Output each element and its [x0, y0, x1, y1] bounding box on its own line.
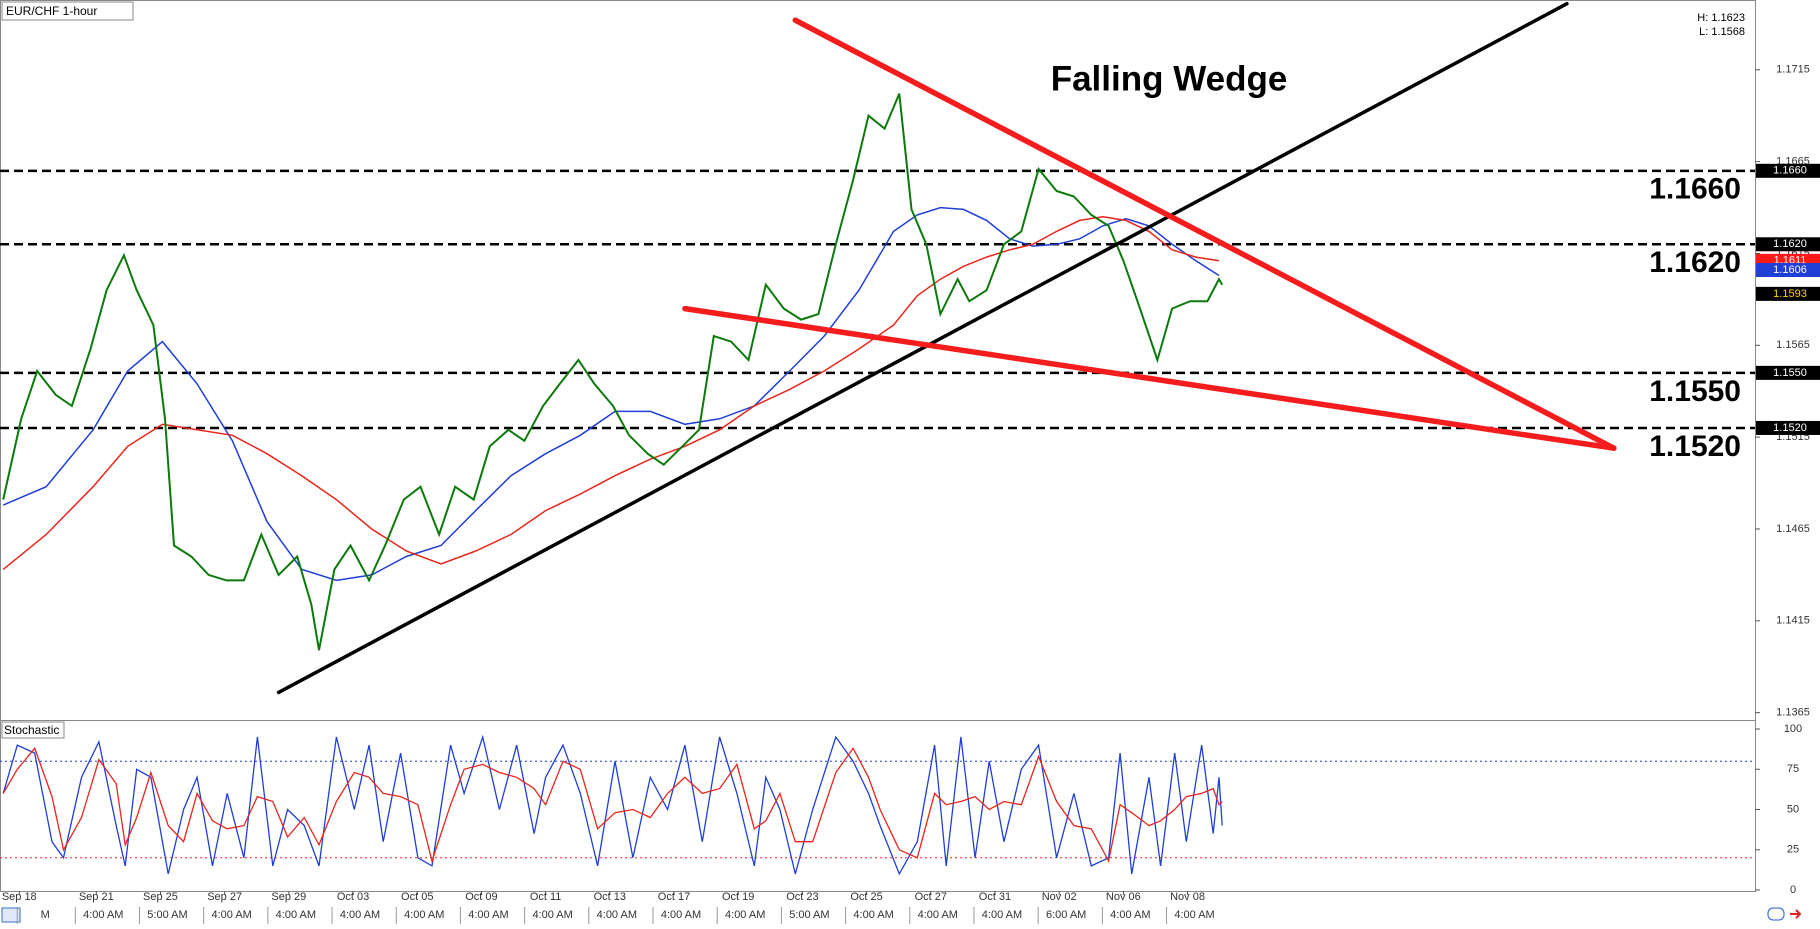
stochastic-line	[2, 734, 1223, 876]
trendline	[792, 17, 1617, 451]
x-tick-label: Nov 06	[1106, 891, 1141, 903]
level-label: 1.1550	[1649, 375, 1741, 408]
axis-level-box	[1756, 420, 1820, 435]
x-tick-label: Oct 27	[915, 891, 947, 903]
x-tick-label: Oct 19	[722, 891, 754, 903]
moving-average-line	[2, 215, 1220, 570]
time-label: M	[41, 909, 50, 921]
x-tick-label: Oct 23	[786, 891, 818, 903]
stochastic-line	[2, 747, 1223, 864]
x-tick-label: Sep 21	[79, 891, 114, 903]
footer-link-icon[interactable]	[1767, 907, 1785, 921]
time-label: 4:00 AM	[1110, 909, 1150, 921]
price-marker-box	[1756, 263, 1820, 277]
axis-level-label: 1.1550	[1773, 367, 1807, 379]
high-label: H: 1.1623	[1697, 12, 1745, 24]
axis-level-box	[1756, 237, 1820, 252]
y-tick-label: 1.1365	[1776, 707, 1810, 719]
footer-arrow-icon[interactable]	[1790, 909, 1802, 919]
y-tick-label: 25	[1787, 844, 1799, 856]
time-label: 4:00 AM	[597, 909, 637, 921]
x-tick-label: Oct 05	[401, 891, 433, 903]
level-label: 1.1620	[1649, 246, 1741, 279]
level-label: 1.1520	[1649, 430, 1741, 463]
x-tick-label: Oct 03	[337, 891, 369, 903]
time-label: 4:00 AM	[725, 909, 765, 921]
axis-level-label: 1.1620	[1773, 238, 1807, 250]
price-marker-label: 1.1593	[1773, 288, 1807, 300]
y-tick-label: 1.1465	[1776, 523, 1810, 535]
x-tick-label: Oct 25	[850, 891, 882, 903]
time-label: 4:00 AM	[276, 909, 316, 921]
y-tick-label: 0	[1790, 884, 1796, 896]
y-tick-label: 100	[1784, 723, 1802, 735]
chart-title: EUR/CHF 1-hour	[6, 4, 97, 18]
time-label: 4:00 AM	[918, 909, 958, 921]
axis-level-label: 1.1520	[1773, 422, 1807, 434]
time-label: 5:00 AM	[147, 909, 187, 921]
x-tick-label: Oct 11	[530, 891, 562, 903]
x-tick-label: Oct 09	[465, 891, 497, 903]
moving-average-line	[2, 206, 1220, 582]
time-label: 4:00 AM	[982, 909, 1022, 921]
footer-icon[interactable]	[1, 907, 21, 923]
x-tick-label: Oct 17	[658, 891, 690, 903]
trendline	[276, 1, 1569, 695]
time-label: 4:00 AM	[340, 909, 380, 921]
x-tick-label: Oct 13	[594, 891, 626, 903]
stochastic-title: Stochastic	[4, 723, 59, 737]
x-tick-label: Sep 25	[143, 891, 178, 903]
x-tick-label: Oct 31	[979, 891, 1011, 903]
stochastic-title-box	[1, 721, 65, 739]
time-label: 4:00 AM	[404, 909, 444, 921]
time-label: 5:00 AM	[789, 909, 829, 921]
y-tick-label: 75	[1787, 763, 1799, 775]
y-tick-label: 1.1415	[1776, 615, 1810, 627]
level-label: 1.1660	[1649, 173, 1741, 206]
low-label: L: 1.1568	[1699, 26, 1745, 38]
pattern-annotation: Falling Wedge	[1051, 59, 1288, 98]
x-tick-label: Nov 02	[1042, 891, 1077, 903]
title-box	[1, 1, 134, 21]
time-label: 4:00 AM	[853, 909, 893, 921]
axis-level-box	[1756, 163, 1820, 178]
x-tick-label: Sep 18	[2, 891, 37, 903]
x-tick-label: Sep 29	[271, 891, 306, 903]
axis-level-box	[1756, 365, 1820, 380]
price-marker-label: 1.1606	[1773, 264, 1807, 276]
y-tick-label: 1.1715	[1776, 64, 1810, 76]
time-label: 4:00 AM	[661, 909, 701, 921]
time-label: 4:00 AM	[211, 909, 251, 921]
x-tick-label: Sep 27	[207, 891, 242, 903]
axis-level-label: 1.1660	[1773, 165, 1807, 177]
stochastic-panel-frame	[0, 720, 1756, 892]
time-label: 4:00 AM	[468, 909, 508, 921]
time-label: 6:00 AM	[1046, 909, 1086, 921]
price-marker-box	[1756, 286, 1820, 301]
time-label: 4:00 AM	[83, 909, 123, 921]
time-label: 4:00 AM	[532, 909, 572, 921]
y-tick-label: 50	[1787, 803, 1799, 815]
trendline	[682, 305, 1617, 451]
y-tick-label: 1.1565	[1776, 339, 1810, 351]
x-tick-label: Nov 08	[1170, 891, 1205, 903]
time-label: 4:00 AM	[1174, 909, 1214, 921]
price-line	[2, 93, 1224, 651]
